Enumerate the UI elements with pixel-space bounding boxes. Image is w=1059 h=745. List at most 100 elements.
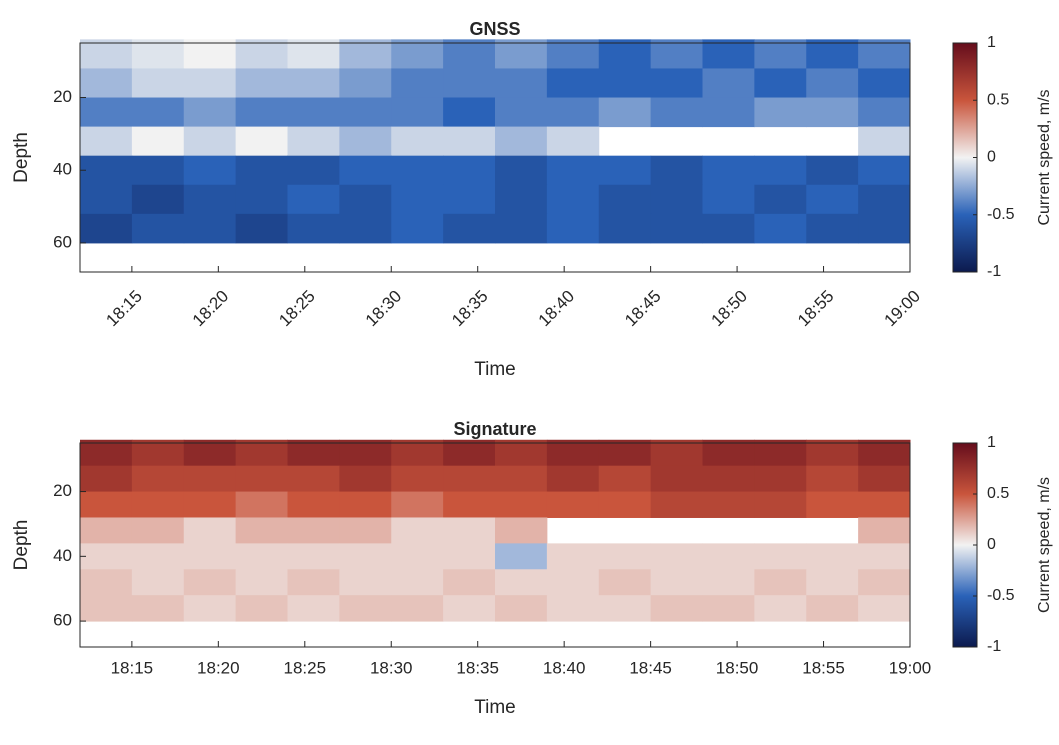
heat-cell xyxy=(858,465,911,493)
heat-cell xyxy=(495,184,548,215)
heat-cell xyxy=(80,465,133,493)
heat-cell xyxy=(235,465,288,493)
heat-cell xyxy=(546,569,600,596)
heat-cell xyxy=(131,439,185,467)
heat-cell xyxy=(80,155,133,186)
heat-cell xyxy=(235,569,288,596)
heat-cell xyxy=(80,517,133,544)
x-tick-label: 18:50 xyxy=(708,287,752,331)
heat-cell xyxy=(598,213,652,244)
x-tick-label: 18:20 xyxy=(189,287,233,331)
heat-cell xyxy=(598,155,652,186)
heat-cell xyxy=(183,155,237,186)
heat-cell xyxy=(858,213,911,244)
heat-cell xyxy=(702,491,755,518)
plot-frame xyxy=(79,442,911,648)
heat-cell xyxy=(546,39,600,69)
x-tick-label: 18:55 xyxy=(794,287,838,331)
heat-cell xyxy=(806,569,859,596)
heat-cell xyxy=(80,595,133,622)
heat-cell xyxy=(858,126,911,157)
heat-cell xyxy=(235,39,288,69)
heat-cell xyxy=(495,465,548,493)
heat-cell xyxy=(650,39,703,69)
heat-cell xyxy=(754,155,807,186)
heat-cell xyxy=(339,155,392,186)
heat-cell xyxy=(546,491,600,518)
heat-cell xyxy=(702,569,755,596)
heat-cell xyxy=(339,517,392,544)
heat-cell xyxy=(754,439,807,467)
heat-cell xyxy=(235,155,288,186)
heat-cell xyxy=(546,465,600,493)
heat-cell xyxy=(443,465,496,493)
heat-cell xyxy=(650,439,703,467)
heat-cell xyxy=(858,595,911,622)
heat-cell xyxy=(650,68,703,99)
heat-cell xyxy=(495,213,548,244)
colorbar-tick-label: -1 xyxy=(987,638,1001,655)
heat-cell xyxy=(806,465,859,493)
y-tick-label: 20 xyxy=(53,481,72,500)
heat-cell xyxy=(806,213,859,244)
heat-cell xyxy=(806,39,859,69)
heat-cell xyxy=(391,491,444,518)
heat-cell xyxy=(183,68,237,99)
heat-cell xyxy=(702,595,755,622)
heat-cell xyxy=(443,155,496,186)
heat-cell xyxy=(287,155,340,186)
heat-cell xyxy=(391,569,444,596)
heat-cell xyxy=(339,39,392,69)
heat-cell xyxy=(858,68,911,99)
heat-cell xyxy=(183,517,237,544)
heat-cell xyxy=(858,97,911,128)
heat-cell xyxy=(702,543,755,570)
x-tick-label: 18:50 xyxy=(716,658,759,677)
heat-cell xyxy=(806,595,859,622)
heat-cell xyxy=(443,126,496,157)
heat-cell xyxy=(598,543,652,570)
heat-cell xyxy=(546,68,600,99)
heat-cell xyxy=(495,569,548,596)
heat-cell xyxy=(287,126,340,157)
heat-cell xyxy=(443,517,496,544)
heat-cell xyxy=(754,595,807,622)
y-tick-label: 40 xyxy=(53,546,72,565)
heat-cell xyxy=(858,39,911,69)
heat-cell xyxy=(131,97,185,128)
x-tick-label: 18:55 xyxy=(802,658,845,677)
y-tick-label: 60 xyxy=(53,232,72,251)
heat-cell xyxy=(391,126,444,157)
heat-cell xyxy=(131,126,185,157)
heat-cell xyxy=(598,491,652,518)
heat-cell xyxy=(495,595,548,622)
heat-cell xyxy=(80,39,133,69)
heat-cell xyxy=(546,543,600,570)
heat-cell xyxy=(702,213,755,244)
heat-cell xyxy=(598,39,652,69)
heat-cell xyxy=(183,491,237,518)
heat-cell xyxy=(443,39,496,69)
heat-cell xyxy=(80,68,133,99)
colorbar-tick-label: -0.5 xyxy=(987,587,1015,604)
heat-cell xyxy=(806,155,859,186)
heat-cell xyxy=(131,595,185,622)
heat-cell xyxy=(650,595,703,622)
heat-cell xyxy=(546,213,600,244)
heat-cell xyxy=(858,184,911,215)
heat-cell xyxy=(391,39,444,69)
heat-cell xyxy=(183,595,237,622)
colorbar xyxy=(952,442,978,648)
heat-cell xyxy=(650,569,703,596)
heat-cell xyxy=(806,97,859,128)
heat-cell xyxy=(495,97,548,128)
heat-cell xyxy=(80,491,133,518)
heat-cell xyxy=(183,126,237,157)
heat-cell xyxy=(391,517,444,544)
heat-cell xyxy=(80,184,133,215)
heat-cell xyxy=(858,517,911,544)
heat-cell xyxy=(339,439,392,467)
heat-cell xyxy=(495,517,548,544)
heat-cell xyxy=(806,68,859,99)
